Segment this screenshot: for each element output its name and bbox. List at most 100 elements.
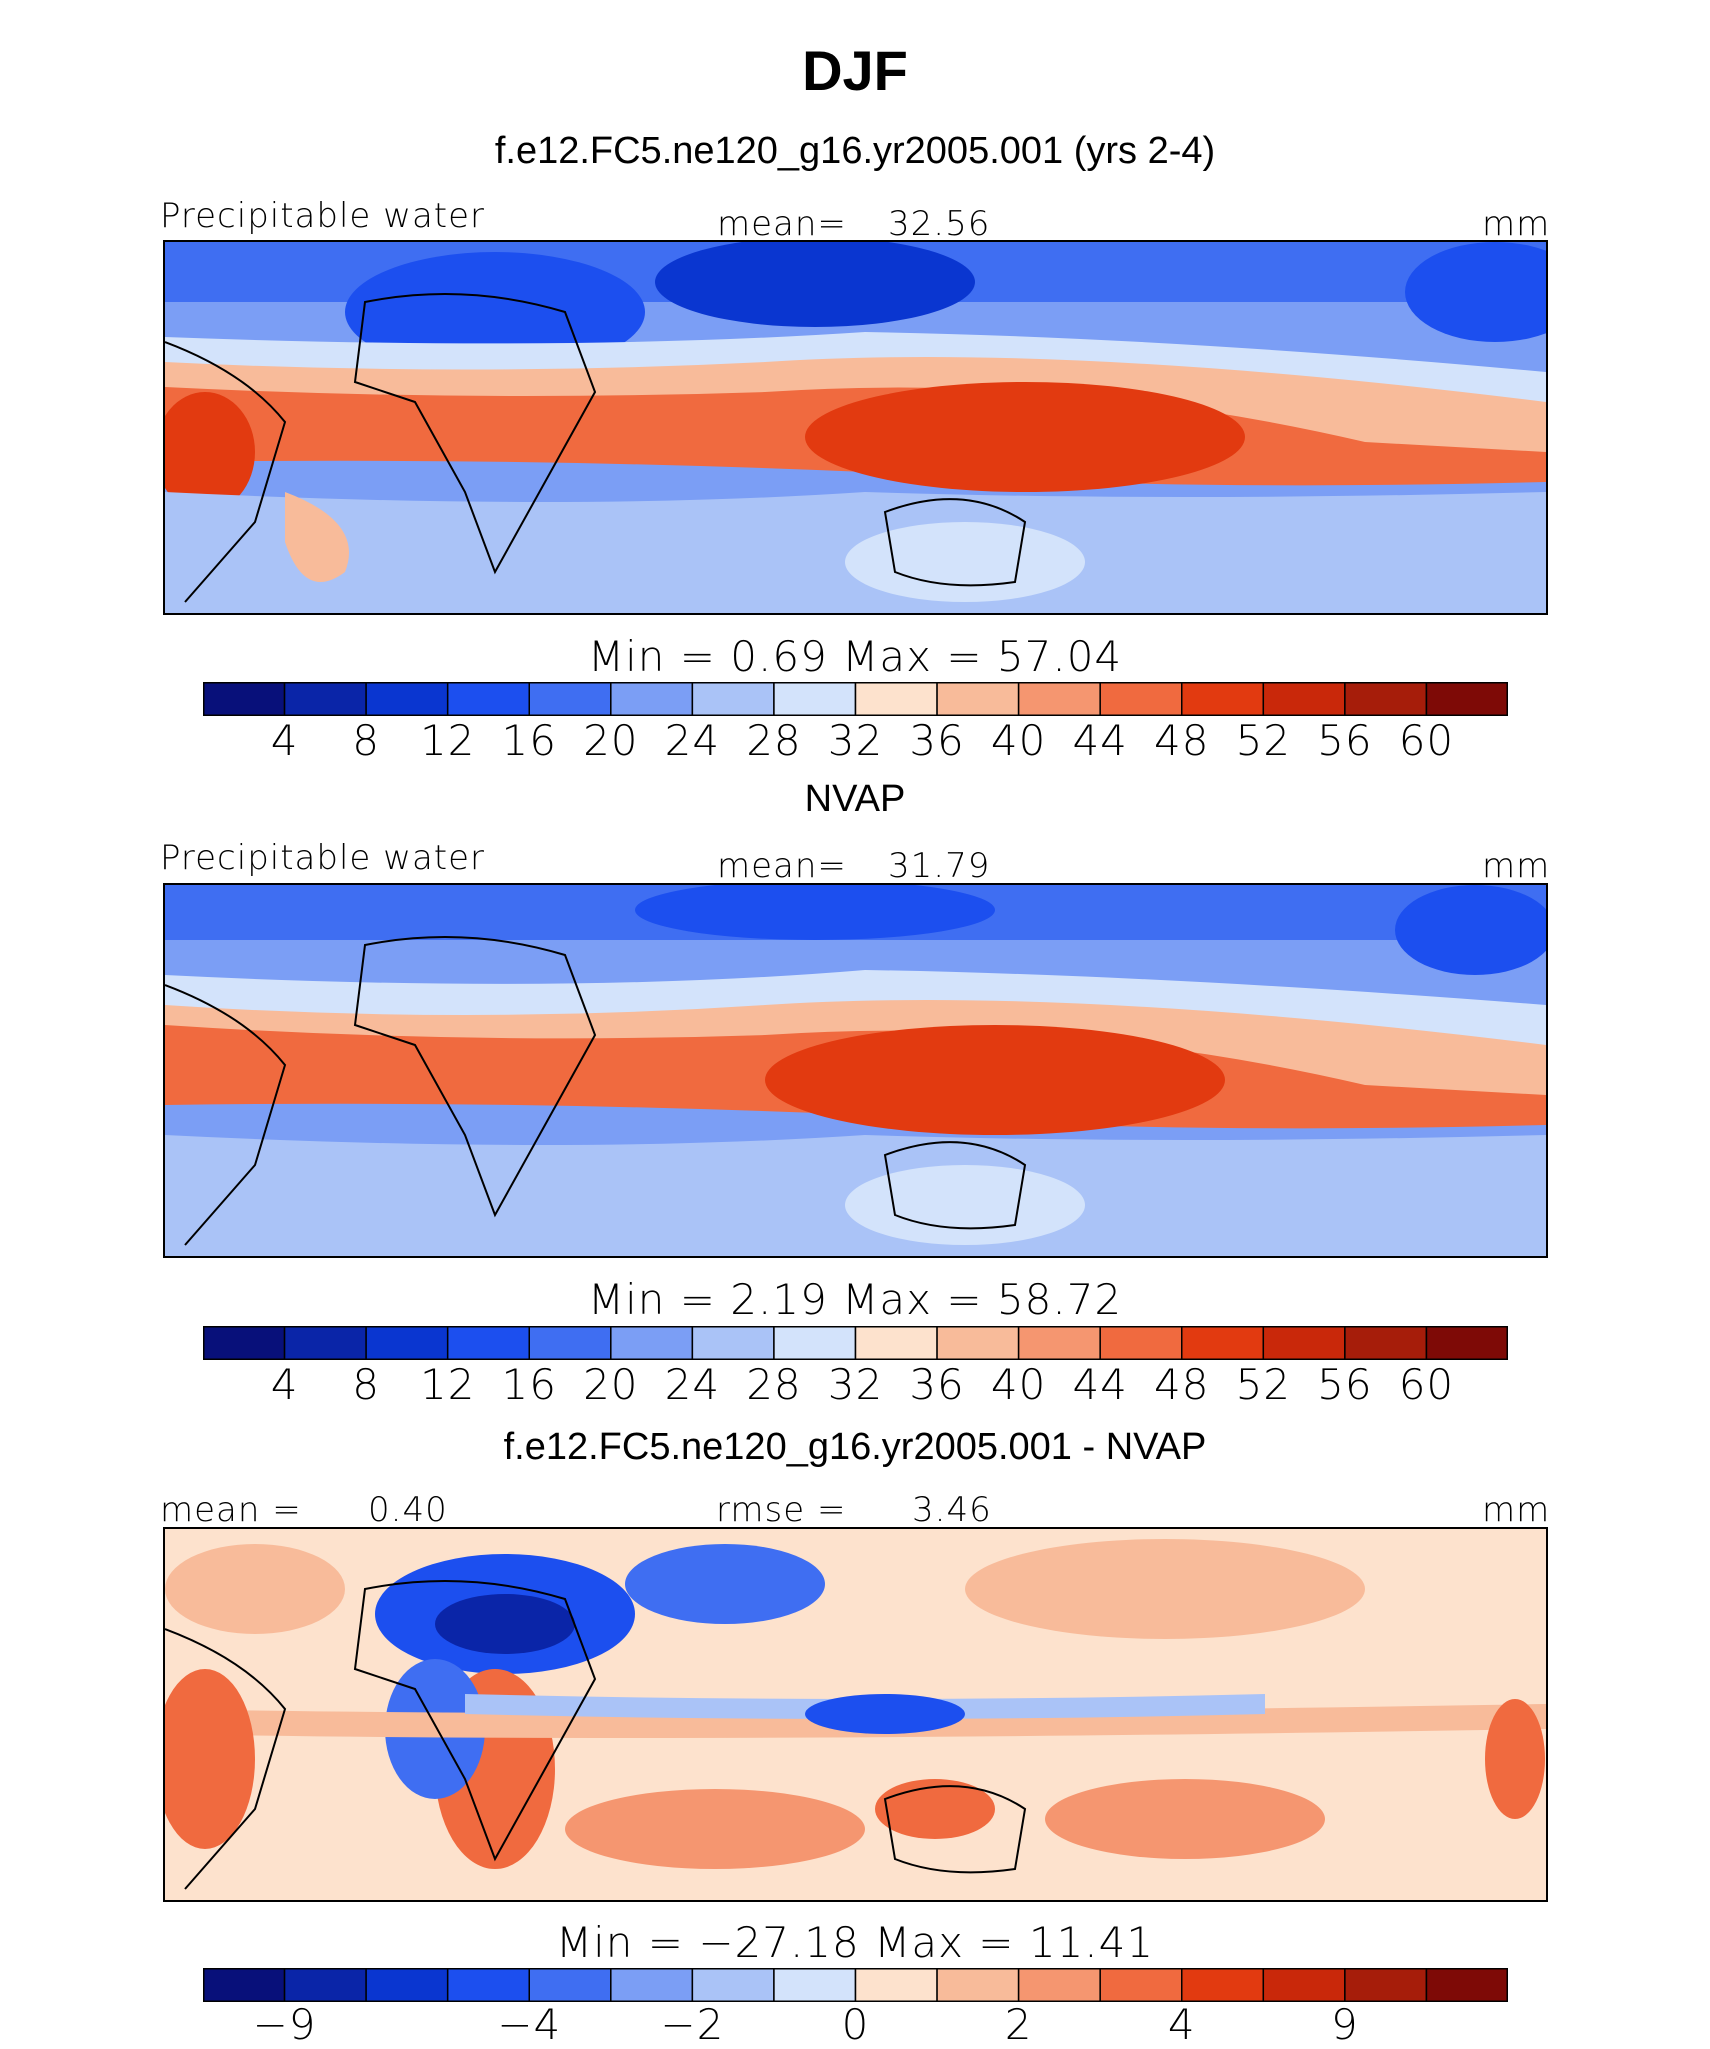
colorbar-tick-label: 32 [827,716,884,765]
colorbar-swatch [365,1968,449,2002]
panel3-colorbar [203,1968,1508,2002]
colorbar-swatch [528,1326,612,1360]
panel2-mean-value: 31.79 [888,846,991,886]
colorbar-swatch [203,1326,286,1360]
colorbar-swatch [283,1968,367,2002]
panel1-colorbar-ticks: 4 8 12 16 20 24 28 32 36 40 44 48 52 56 60 [0,716,1710,772]
colorbar-tick-label: 4 [270,716,299,765]
colorbar-tick-label: 40 [990,716,1047,765]
colorbar-tick-label: 52 [1235,1360,1292,1409]
colorbar-tick-label: 20 [583,716,639,765]
colorbar-swatch [1344,1968,1428,2002]
colorbar-tick-label: 40 [990,1360,1047,1409]
panel1-units: mm [1482,204,1551,244]
panel3-mean-label: mean = [160,1490,302,1530]
panel3-max-label: Max [874,1918,964,1967]
colorbar-swatch [1099,1326,1183,1360]
panel2-min-value: 2.19 [730,1275,828,1324]
colorbar-swatch [1262,1968,1346,2002]
panel3-title: f.e12.FC5.ne120_g16.yr2005.001 - NVAP [503,1426,1207,1468]
colorbar-swatch [854,682,938,716]
colorbar-tick-label: 20 [583,1360,639,1409]
colorbar-tick-label: 60 [1398,716,1455,765]
colorbar-tick-label: 48 [1154,1360,1210,1409]
colorbar-swatch [528,1968,612,2002]
panel3-mean-value: 0.40 [368,1490,448,1530]
colorbar-tick-label: 44 [1072,716,1128,765]
panel2-colorbar-svg [203,1326,1508,1360]
colorbar-swatch [854,1968,938,2002]
colorbar-swatch [1099,1968,1183,2002]
panel1-minmax: Min = 0.69 Max = 57.04 [587,632,1123,681]
colorbar-tick-label: 4 [270,1360,299,1409]
colorbar-swatch [1425,682,1508,716]
panel2-max-value: 58.72 [996,1275,1123,1324]
colorbar-swatch [528,682,612,716]
colorbar-swatch [203,682,286,716]
panel2-colorbar-ticks: 4 8 12 16 20 24 28 32 36 40 44 48 52 56 60 [0,1360,1710,1416]
colorbar-swatch [1344,682,1428,716]
colorbar-tick-label: 12 [419,716,476,765]
panel1-max-label: Max [842,632,932,681]
colorbar-tick-label: 56 [1317,716,1373,765]
colorbar-swatch [610,1326,694,1360]
colorbar-swatch [203,1968,286,2002]
colorbar-tick-label: 8 [352,1360,380,1409]
panel3-colorbar-ticks: −9 −4 −2 0 2 4 9 [0,2000,1710,2049]
panel1-field-label: Precipitable water [160,196,486,236]
panel1-mean-label: mean= [717,204,847,244]
colorbar-swatch [1181,682,1265,716]
colorbar-tick-label: 32 [827,1360,884,1409]
colorbar-swatch [365,1326,449,1360]
colorbar-tick-label: 28 [746,1360,802,1409]
colorbar-tick-label: 2 [1004,2000,1033,2049]
colorbar-swatch [1017,1968,1101,2002]
colorbar-swatch [691,1968,775,2002]
panel1-min-value: 0.69 [730,632,828,681]
panel3-min-label: Min [555,1918,634,1967]
colorbar-swatch [773,1326,857,1360]
colorbar-swatch [1099,682,1183,716]
panel2-colorbar [203,1326,1508,1360]
panel2-mean-label: mean= [717,846,847,886]
panel3-rmse-value: 3.46 [912,1490,992,1530]
colorbar-tick-label: 0 [841,2000,870,2049]
colorbar-swatch [936,1326,1020,1360]
panel1-max-value: 57.04 [996,632,1123,681]
panel2-map [163,883,1548,1258]
panel2-max-label: Max [842,1275,932,1324]
panel3-colorbar-svg [203,1968,1508,2002]
colorbar-tick-label: 52 [1235,716,1292,765]
colorbar-swatch [936,682,1020,716]
panel1-min-label: Min [587,632,666,681]
colorbar-swatch [610,1968,694,2002]
colorbar-swatch [446,682,530,716]
panel2-title: NVAP [804,778,906,820]
panel1-map [163,240,1548,615]
colorbar-tick-label: 24 [664,716,721,765]
panel2-map-plot [165,885,1546,1256]
panel1-map-plot [165,242,1546,613]
colorbar-tick-label: 36 [909,716,965,765]
colorbar-swatch [446,1326,530,1360]
colorbar-tick-label: −2 [660,2000,725,2049]
colorbar-swatch [1017,682,1101,716]
colorbar-tick-label: 24 [664,1360,721,1409]
panel1-colorbar [203,682,1508,716]
panel2-units: mm [1482,846,1551,886]
colorbar-tick-label: 12 [419,1360,476,1409]
panel2-min-label: Min [587,1275,666,1324]
colorbar-tick-label: 28 [746,716,802,765]
colorbar-swatch [1262,682,1346,716]
colorbar-tick-label: 60 [1398,1360,1455,1409]
colorbar-tick-label: 16 [501,716,557,765]
colorbar-swatch [283,682,367,716]
panel1-colorbar-svg [203,682,1508,716]
colorbar-tick-label: 48 [1154,716,1210,765]
colorbar-tick-label: 56 [1317,1360,1373,1409]
colorbar-swatch [854,1326,938,1360]
panel2-field-label: Precipitable water [160,838,486,878]
colorbar-swatch [691,682,775,716]
colorbar-tick-label: 8 [352,716,380,765]
panel1-title: f.e12.FC5.ne120_g16.yr2005.001 (yrs 2-4) [494,130,1216,172]
